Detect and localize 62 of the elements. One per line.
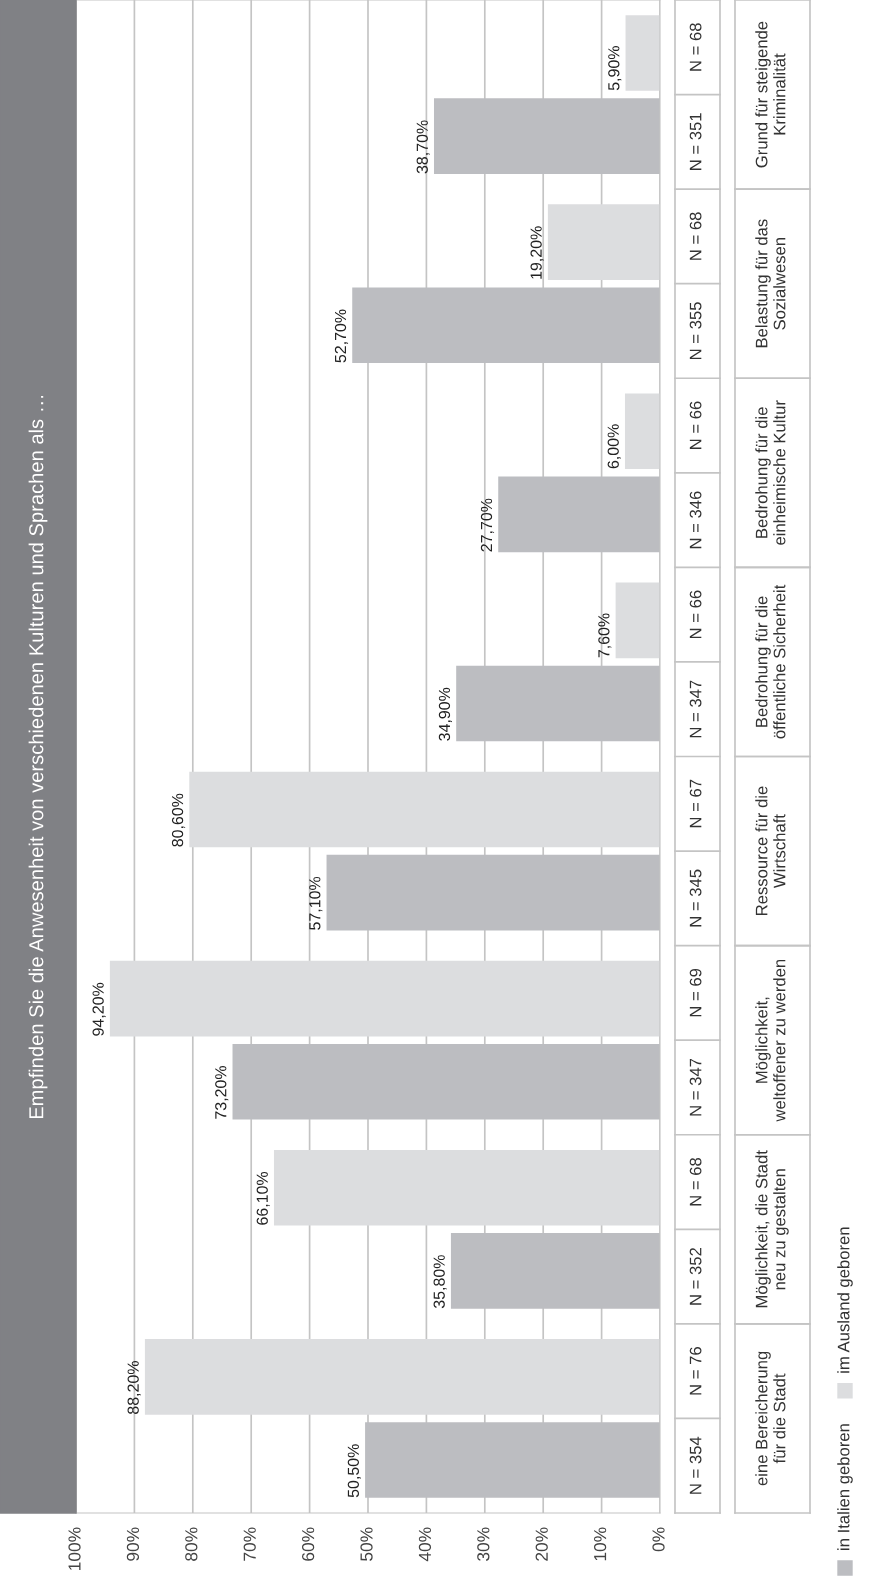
data-label: 73,20% xyxy=(215,1066,229,1119)
x-tick-label: 40% xyxy=(418,1527,432,1562)
y-tick-label: Bedrohung für die öffentliche Sicherheit xyxy=(755,584,786,739)
text: N = 67 xyxy=(689,779,702,828)
x-tick-label: 60% xyxy=(301,1527,315,1561)
data-label: 7,60% xyxy=(598,613,612,658)
bar xyxy=(189,771,660,848)
text: im Ausland geboren xyxy=(837,1227,853,1373)
x-tick-label: 80% xyxy=(185,1527,198,1561)
data-label: 57,10% xyxy=(309,876,323,930)
text: N = 351 xyxy=(689,113,702,170)
text: N = 76 xyxy=(689,1347,702,1395)
data-label: 27,70% xyxy=(480,498,495,552)
data-label: 52,70% xyxy=(334,309,349,363)
text: N = 355 xyxy=(689,302,702,360)
text: N = 69 xyxy=(689,968,702,1017)
x-tick-label: 100% xyxy=(68,1527,81,1570)
y-tick-label: Möglichkeit, weltoffener zu werden xyxy=(755,959,786,1122)
y-tick-label: Grund für steigende Kriminalität xyxy=(755,21,786,168)
data-label: 35,80% xyxy=(433,1255,447,1309)
x-tick-label: 10% xyxy=(593,1527,607,1561)
text: N = 347 xyxy=(689,680,702,738)
text: N = 352 xyxy=(689,1248,702,1305)
text: N = 347 xyxy=(689,1058,702,1116)
text: N = 66 xyxy=(689,401,702,449)
text: N = 345 xyxy=(689,869,702,927)
data-label: 5,90% xyxy=(608,46,622,91)
y-tick-label: eine Bereicherung für die Stadt xyxy=(755,1351,786,1486)
data-label: 6,00% xyxy=(607,424,621,469)
bar xyxy=(109,960,660,1037)
y-tick-label: Belastung für das Sozialwesen xyxy=(755,219,786,348)
y-tick-label: Bedrohung für die einheimische Kultur xyxy=(755,400,786,545)
data-label: 80,60% xyxy=(171,793,186,847)
data-label: 38,70% xyxy=(416,120,430,174)
data-label: 94,20% xyxy=(92,982,106,1036)
text: N = 68 xyxy=(689,23,702,71)
data-label: 66,10% xyxy=(256,1171,270,1225)
text: Empfinden Sie die Anwesenheit von verschiedenen Kulturen und Sprachen als … xyxy=(28,395,48,1119)
y-tick-label: Möglichkeit, die Stadt neu zu gestalten xyxy=(755,1150,789,1308)
bar xyxy=(615,582,660,659)
x-tick-label: 50% xyxy=(360,1527,373,1561)
bar xyxy=(624,393,660,470)
data-label: 88,20% xyxy=(127,1361,141,1414)
data-label: 19,20% xyxy=(530,226,544,279)
text: N = 68 xyxy=(689,212,702,260)
text: N = 68 xyxy=(689,1157,702,1206)
x-tick-label: 70% xyxy=(243,1527,256,1561)
bar xyxy=(625,15,660,91)
text: N = 354 xyxy=(689,1436,702,1494)
x-tick-label: 90% xyxy=(126,1527,140,1561)
y-tick-label: Ressource für die Wirtschaft xyxy=(755,786,786,915)
data-label: 34,90% xyxy=(438,687,452,741)
text: N = 346 xyxy=(689,491,702,549)
text: in Italien geboren xyxy=(837,1424,853,1550)
bar xyxy=(273,1149,660,1226)
bar xyxy=(547,204,660,280)
bar xyxy=(144,1339,660,1415)
x-tick-label: 30% xyxy=(477,1527,490,1561)
text: N = 66 xyxy=(689,590,702,639)
data-label: 50,50% xyxy=(347,1444,361,1498)
x-tick-label: 20% xyxy=(535,1527,548,1561)
x-tick-label: 0% xyxy=(652,1527,665,1552)
